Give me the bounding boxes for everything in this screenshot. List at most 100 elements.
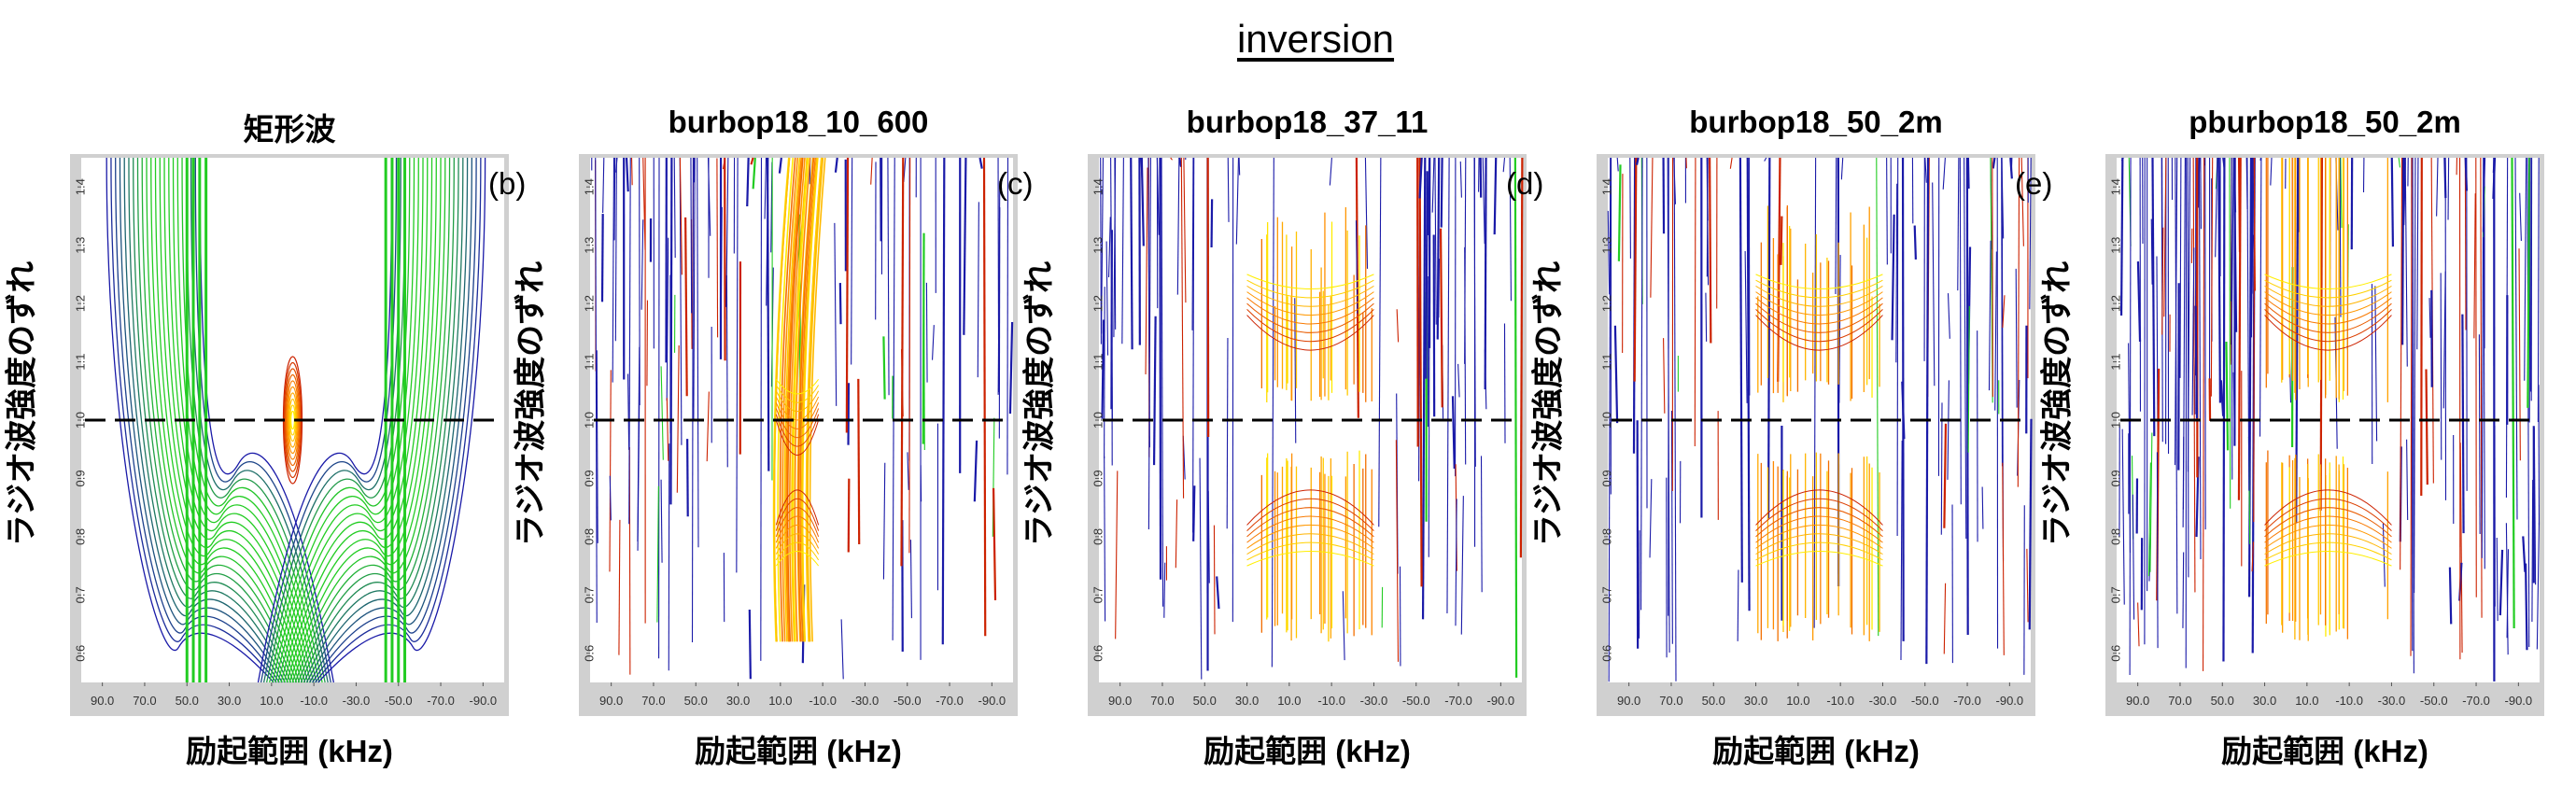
y-tick-label: 1.1: [74, 354, 88, 371]
contour-line: [2448, 567, 2453, 625]
contour-line: [1180, 157, 1185, 499]
y-tick-label: 1.1: [2109, 354, 2123, 371]
contour-line: [2219, 380, 2225, 416]
contour-line: [1355, 220, 1358, 314]
x-tick-label: -10.0: [300, 694, 328, 708]
contour-line: [1199, 457, 1203, 680]
contour-line: [2229, 157, 2231, 509]
x-tick-label: -90.0: [1996, 694, 2024, 708]
x-tick-label: 10.0: [2295, 694, 2318, 708]
contour-line: [2259, 157, 2262, 437]
contour-line: [725, 157, 729, 307]
contour-line: [797, 157, 815, 642]
contour-line: [1755, 309, 1883, 343]
contour-line: [2264, 541, 2392, 561]
contour-lines: [2119, 157, 2541, 682]
contour-line: [1617, 164, 1622, 261]
contour-line: [163, 157, 312, 683]
contour-line: [794, 157, 811, 642]
contour-line: [870, 157, 873, 185]
contour-line: [1246, 507, 1374, 538]
contour-line: [1992, 157, 1996, 169]
contour-line: [625, 157, 629, 192]
contour-line: [1163, 562, 1166, 618]
contour-line: [1967, 305, 1970, 453]
contour-line: [693, 157, 696, 419]
contour-line: [1159, 157, 1162, 580]
contour-line: [1943, 583, 1947, 654]
x-tick-label: -30.0: [1869, 694, 1897, 708]
contour-line: [1607, 210, 1611, 295]
contour-line: [1464, 157, 1467, 364]
contour-line: [799, 157, 817, 642]
x-tick-label: 90.0: [599, 694, 623, 708]
contour-line: [2264, 297, 2392, 325]
y-tick-label: 0.9: [1600, 470, 1614, 486]
contour-line: [1436, 157, 1441, 340]
contour-line: [666, 237, 669, 401]
contour-line: [1755, 498, 1883, 531]
contour-line: [1738, 157, 1743, 583]
contour-line: [882, 336, 886, 400]
y-tick-label: 1.2: [2109, 295, 2123, 312]
x-tick-label: -10.0: [1826, 694, 1854, 708]
contour-line: [750, 157, 754, 165]
panel-title: burbop18_50_2m: [1689, 105, 1943, 139]
contour-line: [119, 157, 283, 683]
x-tick-label: 70.0: [1659, 694, 1682, 708]
contour-line: [1183, 157, 1187, 303]
x-tick-label: 70.0: [2168, 694, 2191, 708]
contour-line: [2398, 157, 2401, 168]
contour-line: [168, 157, 315, 683]
contour-line: [1755, 541, 1883, 561]
contour-line: [691, 157, 694, 643]
contour-line: [596, 350, 598, 543]
contour-line: [785, 157, 802, 642]
contour-line: [1206, 157, 1210, 438]
contour-line: [1493, 157, 1498, 235]
x-tick-label: 10.0: [768, 694, 792, 708]
contour-line: [2406, 439, 2409, 520]
contour-lines: [1607, 157, 2033, 682]
contour-line: [838, 283, 842, 325]
y-tick-label: 0.7: [583, 586, 597, 603]
contour-line: [1900, 440, 1903, 661]
contour-line: [1101, 319, 1105, 419]
contour-line: [775, 396, 820, 421]
contour-line: [1364, 157, 1369, 269]
y-axis-label: ラジオ波強度のずれ: [4, 260, 40, 547]
contour-line: [1140, 157, 1145, 246]
panel-title: 矩形波: [243, 112, 336, 147]
contour-line: [920, 465, 922, 502]
contour-line: [1755, 302, 1883, 333]
contour-line: [1813, 157, 1817, 628]
y-tick-label: 1.4: [1600, 178, 1614, 195]
contour-line: [892, 157, 895, 640]
contour-line: [1418, 157, 1423, 199]
contour-line: [2147, 462, 2151, 577]
y-tick-label: 1.0: [2109, 412, 2123, 429]
contour-line: [1191, 157, 1194, 330]
contour-line: [2492, 157, 2497, 199]
contour-line: [1694, 157, 1696, 446]
contour-line: [1107, 217, 1111, 278]
contour-line: [2382, 523, 2386, 587]
contour-line: [1427, 275, 1429, 428]
contour-line: [690, 157, 693, 314]
x-tick-label: -50.0: [385, 694, 413, 708]
contour-line: [1227, 157, 1230, 222]
x-tick-label: -90.0: [470, 694, 498, 708]
panel-title: burbop18_10_600: [668, 105, 929, 139]
contour-line: [791, 157, 808, 642]
contour-line: [1616, 157, 1619, 172]
contour-line: [1755, 315, 1883, 351]
contour-line: [1767, 157, 1771, 519]
contour-line: [291, 157, 446, 683]
contour-line: [775, 515, 820, 543]
contour-line: [660, 479, 663, 563]
contour-line: [1755, 291, 1883, 316]
contour-line: [2264, 291, 2392, 316]
contour-line: [317, 157, 486, 683]
contour-line: [1216, 576, 1220, 610]
contour-line: [748, 609, 752, 680]
